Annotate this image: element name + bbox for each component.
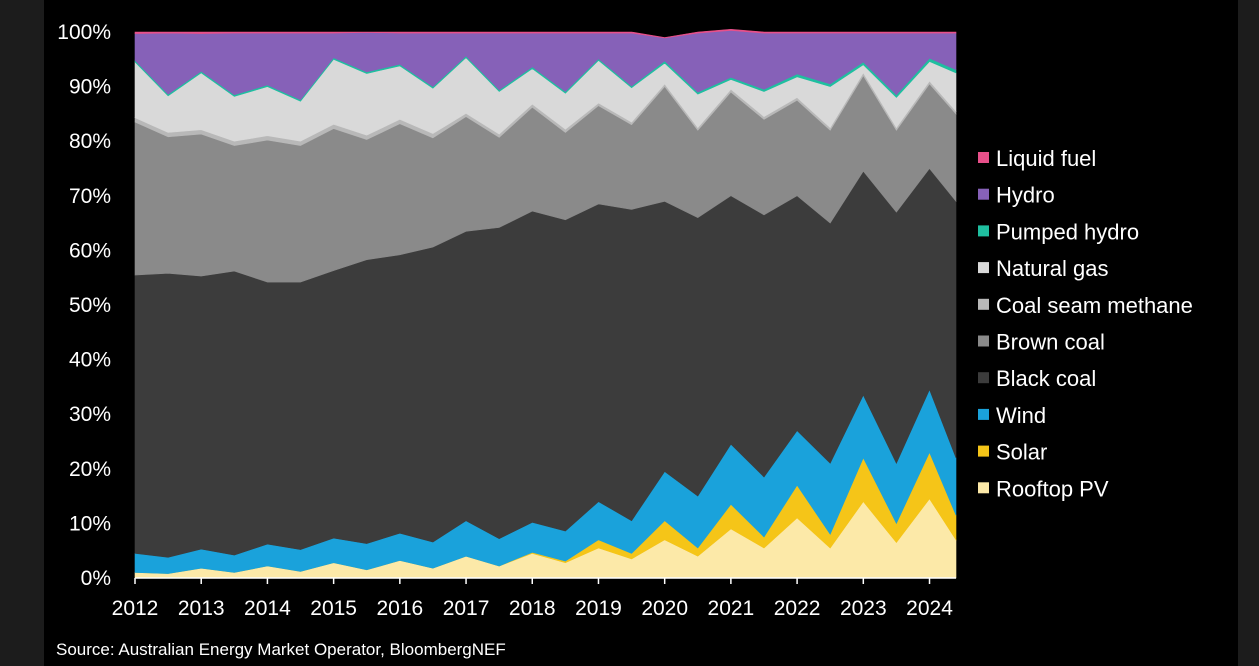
legend-label: Black coal bbox=[996, 366, 1096, 391]
x-tick-label: 2024 bbox=[906, 597, 953, 620]
x-tick-label: 2014 bbox=[244, 597, 291, 620]
legend-item: Wind bbox=[978, 403, 1046, 428]
legend-item: Brown coal bbox=[978, 330, 1105, 355]
legend-label: Solar bbox=[996, 440, 1047, 465]
legend-swatch bbox=[978, 225, 989, 237]
y-tick-label: 60% bbox=[69, 239, 111, 262]
y-tick-label: 100% bbox=[57, 21, 111, 44]
y-tick-label: 20% bbox=[69, 458, 111, 481]
y-tick-label: 50% bbox=[69, 294, 111, 317]
legend-swatch bbox=[978, 335, 989, 347]
chart-panel: 0% 10% 20% 30% 40% 50% 60% 70% 80% 90% 100% 2012 20… bbox=[44, 0, 1238, 666]
legend-item: Black coal bbox=[978, 366, 1096, 391]
x-tick-label: 2020 bbox=[641, 597, 688, 620]
legend-swatch bbox=[978, 152, 989, 163]
legend-item: Pumped hydro bbox=[978, 219, 1139, 244]
y-tick-label: 0% bbox=[81, 567, 111, 590]
x-tick-label: 2018 bbox=[509, 597, 556, 620]
y-tick-label: 80% bbox=[69, 130, 111, 153]
legend-item: Coal seam methane bbox=[978, 293, 1193, 318]
legend-item: Natural gas bbox=[978, 256, 1109, 281]
y-axis-ticks: 0% 10% 20% 30% 40% 50% 60% 70% 80% 90% 100% bbox=[57, 21, 111, 590]
legend-swatch bbox=[978, 262, 989, 274]
x-tick-label: 2019 bbox=[575, 597, 622, 620]
x-tick-label: 2016 bbox=[376, 597, 423, 620]
stacked-area-chart: 0%10%20%30%40%50%60%70%80%90%100% 2012 20… bbox=[56, 21, 1193, 659]
y-tick-label: 30% bbox=[69, 403, 111, 426]
legend-swatch bbox=[978, 445, 989, 457]
legend-label: Rooftop PV bbox=[996, 476, 1109, 501]
legend-label: Hydro bbox=[996, 183, 1055, 208]
legend-swatch bbox=[978, 372, 989, 384]
legend-swatch bbox=[978, 408, 989, 420]
legend-label: Brown coal bbox=[996, 330, 1105, 355]
source-note: Source: Australian Energy Market Operato… bbox=[56, 640, 506, 659]
area-liquid-fuel bbox=[134, 28, 957, 39]
x-tick-label: 2023 bbox=[840, 597, 887, 620]
x-tick-label: 2013 bbox=[178, 597, 225, 620]
legend-label: Wind bbox=[996, 403, 1046, 428]
y-tick-label: 40% bbox=[69, 349, 111, 372]
legend-swatch bbox=[978, 482, 989, 494]
y-tick-label: 70% bbox=[69, 185, 111, 208]
legend-label: Pumped hydro bbox=[996, 219, 1139, 244]
x-tick-label: 2022 bbox=[774, 597, 821, 620]
legend-label: Natural gas bbox=[996, 256, 1109, 281]
x-tick-label: 2017 bbox=[443, 597, 490, 620]
x-tick-label: 2021 bbox=[708, 597, 755, 620]
area-series-group bbox=[134, 28, 957, 579]
legend-swatch bbox=[978, 188, 989, 200]
y-tick-label: 10% bbox=[69, 512, 111, 535]
legend-label: Liquid fuel bbox=[996, 146, 1096, 171]
legend-item: Hydro bbox=[978, 183, 1055, 208]
legend-item: Rooftop PV bbox=[978, 476, 1109, 501]
y-tick-label: 90% bbox=[69, 76, 111, 99]
legend-item: Liquid fuel bbox=[978, 146, 1096, 171]
x-axis-ticks: 2012 2013 2014 2015 2016 2017 2018 2019 2020 2021… bbox=[112, 578, 953, 620]
legend: Liquid fuel Hydro Pumped hydro Natural gas C… bbox=[978, 146, 1193, 501]
legend-label: Coal seam methane bbox=[996, 293, 1193, 318]
legend-swatch bbox=[978, 298, 989, 310]
legend-item: Solar bbox=[978, 440, 1047, 465]
x-tick-label: 2015 bbox=[310, 597, 357, 620]
x-tick-label: 2012 bbox=[112, 597, 159, 620]
